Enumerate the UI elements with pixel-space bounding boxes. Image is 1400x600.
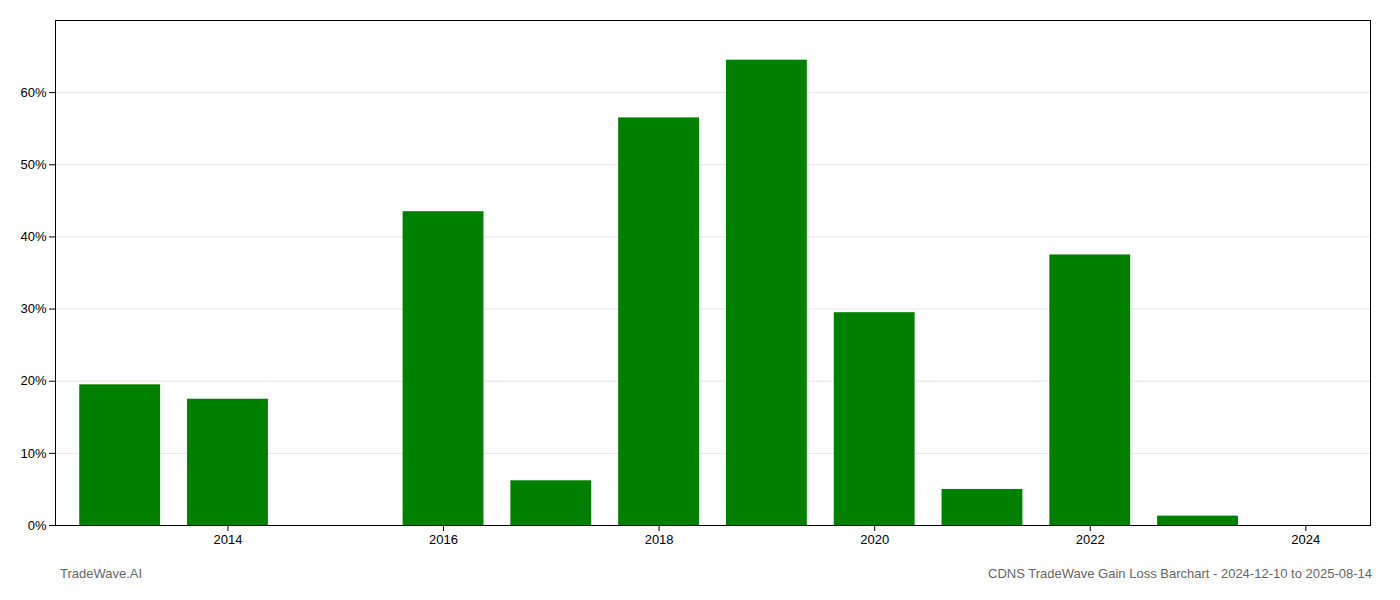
svg-text:2016: 2016 <box>429 532 458 547</box>
svg-text:40%: 40% <box>20 229 46 244</box>
svg-text:2018: 2018 <box>645 532 674 547</box>
svg-text:2014: 2014 <box>213 532 242 547</box>
svg-text:2024: 2024 <box>1291 532 1320 547</box>
svg-text:2022: 2022 <box>1076 532 1105 547</box>
svg-text:0%: 0% <box>28 518 47 533</box>
svg-text:20%: 20% <box>20 373 46 388</box>
svg-text:60%: 60% <box>20 85 46 100</box>
svg-text:10%: 10% <box>20 446 46 461</box>
html-text:CDNS TradeWave Gain Loss Barch: CDNS TradeWave Gain Loss Barchart - 2024… <box>988 566 1372 581</box>
svg-text:30%: 30% <box>20 301 46 316</box>
svg-text:50%: 50% <box>20 157 46 172</box>
html-text:TradeWave.AI: TradeWave.AI <box>60 566 143 581</box>
svg-text:2020: 2020 <box>860 532 889 547</box>
